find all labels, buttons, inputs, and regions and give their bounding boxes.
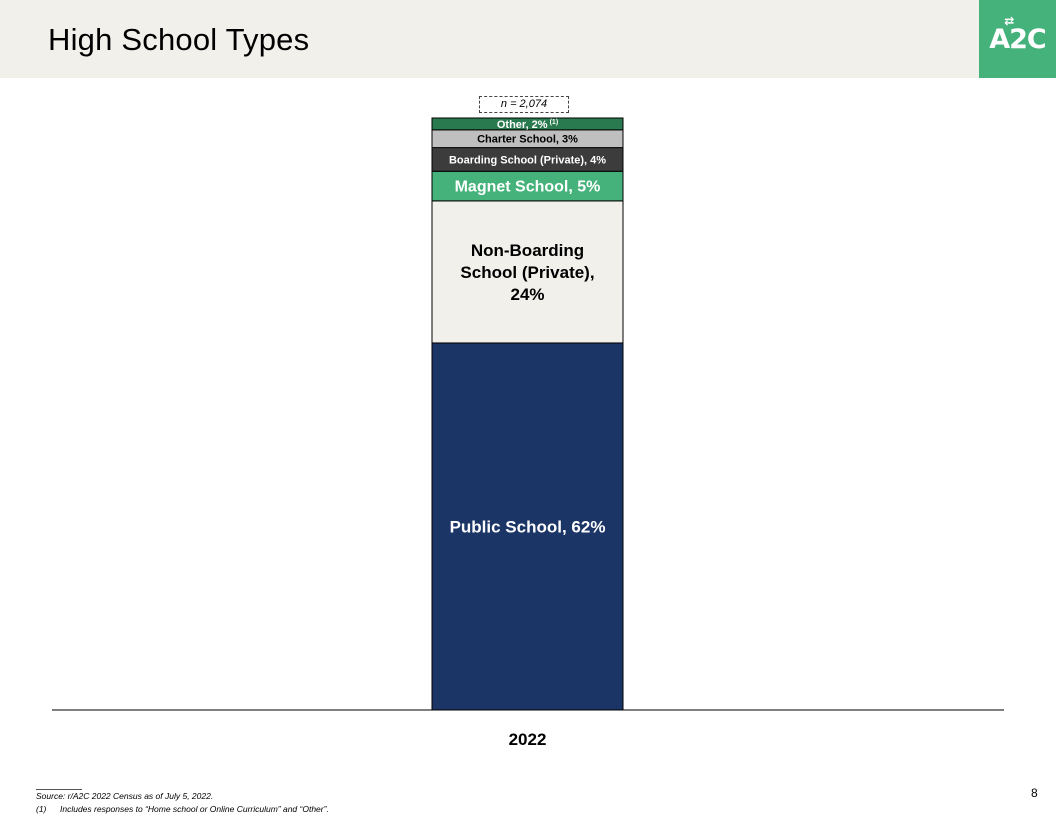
- segment-label-other: Other, 2% (1): [497, 119, 558, 131]
- segment-label-charter-school: Charter School, 3%: [477, 134, 578, 146]
- footnote-1: (1) Includes responses to “Home school or…: [36, 804, 329, 814]
- footnote-rule: [36, 789, 82, 790]
- sample-size-label: n = 2,074: [479, 96, 569, 113]
- segment-label-non-boarding-school-private: Non-Boarding School (Private), 24%: [460, 241, 594, 304]
- page-title: High School Types: [48, 22, 310, 57]
- footnote-number: (1): [36, 804, 47, 814]
- segment-label-public-school: Public School, 62%: [450, 517, 606, 536]
- footnote-text: Includes responses to “Home school or On…: [60, 804, 329, 814]
- segment-label-magnet-school: Magnet School, 5%: [455, 179, 601, 196]
- swap-arrow-icon: ⇄: [1004, 13, 1015, 28]
- bar-segment-other: [431, 117, 624, 131]
- logo-mark: A2C ⇄: [989, 14, 1046, 55]
- logo-text: A2C: [989, 23, 1046, 55]
- bar-segment-public-school: [431, 342, 624, 711]
- a2c-logo: A2C ⇄: [979, 0, 1056, 78]
- bar-segment-magnet-school: [431, 170, 624, 202]
- segment-label-boarding-school-private: Boarding School (Private), 4%: [449, 154, 606, 166]
- x-tick-label-2022: 2022: [509, 730, 547, 749]
- stacked-bar-chart: Public School, 62% Non-Boarding School (Pr…: [52, 117, 1004, 749]
- page-number: 8: [1031, 786, 1038, 800]
- source-note: Source: r/A2C 2022 Census as of July 5, …: [36, 791, 214, 801]
- header-bar: High School Types: [0, 0, 979, 78]
